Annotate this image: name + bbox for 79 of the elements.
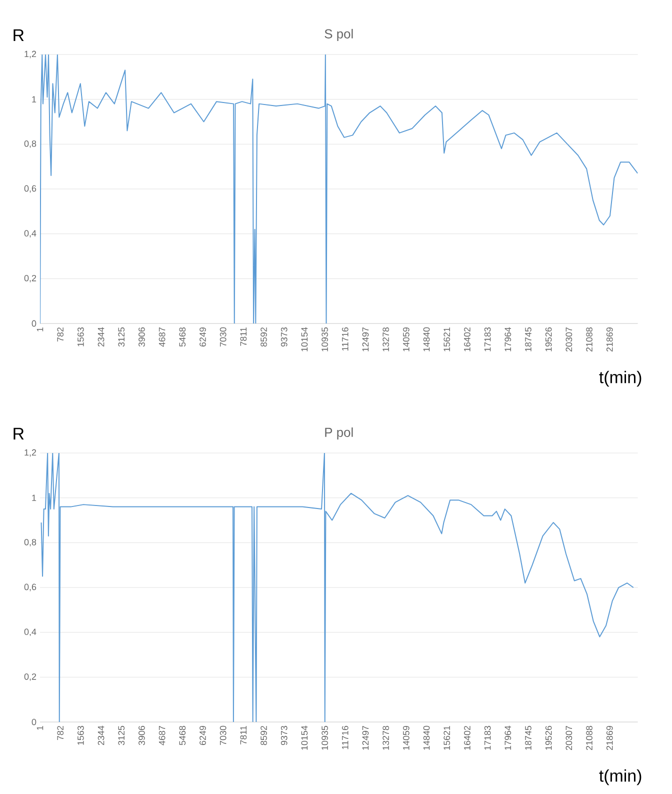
y-tick-label: 0 [32, 718, 36, 726]
x-tick-label: 16402 [464, 726, 470, 750]
x-tick-label: 3125 [118, 726, 125, 746]
x-tick-label: 8592 [260, 327, 267, 347]
y-axis-title: R [14, 428, 24, 440]
x-tick-label: 4687 [158, 726, 166, 746]
y-tick-label: 1 [32, 494, 36, 501]
x-tick-label: 9373 [280, 327, 288, 347]
x-tick-label: 10154 [301, 726, 308, 750]
y-tick-label: 1 [32, 96, 36, 102]
x-axis-title: t(min) [599, 370, 642, 387]
chart-title: S pol [324, 28, 353, 42]
x-tick-label: 782 [57, 726, 64, 740]
x-tick-label: 7030 [220, 327, 226, 347]
x-tick-label: 21088 [586, 327, 592, 352]
x-tick-label: 1 [36, 327, 44, 332]
x-tick-label: 17183 [484, 726, 491, 750]
x-tick-label: 17964 [504, 726, 512, 750]
x-tick-label: 5468 [179, 726, 186, 746]
x-tick-label: 782 [57, 327, 64, 342]
y-tick-label: 0,6 [24, 185, 36, 193]
x-tick-label: 21869 [606, 327, 613, 352]
y-tick-label: 0,8 [24, 140, 36, 148]
x-tick-label: 7030 [220, 726, 226, 746]
x-tick-label: 2344 [98, 327, 104, 347]
x-tick-label: 20307 [566, 327, 572, 352]
y-tick-label: 0,6 [24, 584, 36, 592]
x-axis-title: t(min) [599, 769, 642, 786]
x-tick-label: 1563 [78, 726, 84, 745]
x-tick-label: 1563 [78, 327, 84, 346]
x-tick-label: 15621 [444, 327, 450, 352]
y-tick-label: 1,2 [24, 50, 36, 58]
y-axis-title: R [14, 29, 24, 42]
x-tick-label: 13278 [382, 327, 390, 352]
x-tick-label: 1 [36, 726, 44, 730]
y-tick-label: 0,8 [24, 538, 36, 546]
y-tick-label: 0,2 [24, 274, 36, 282]
x-tick-label: 12497 [362, 327, 369, 352]
x-tick-label: 15621 [444, 726, 450, 750]
y-tick-label: 0,4 [24, 230, 36, 238]
x-tick-label: 8592 [260, 726, 267, 746]
y-tick-label: 0 [32, 320, 36, 327]
y-tick-label: 1,2 [24, 449, 36, 457]
x-tick-label: 19526 [545, 327, 552, 352]
x-tick-label: 5468 [179, 327, 186, 347]
x-tick-label: 2344 [98, 726, 104, 746]
x-tick-label: 21869 [606, 726, 613, 750]
x-tick-label: 18745 [525, 726, 532, 750]
x-tick-label: 19526 [545, 726, 552, 750]
x-tick-label: 4687 [158, 327, 166, 347]
line-series [40, 54, 638, 324]
x-tick-label: 14840 [423, 726, 430, 750]
x-tick-label: 20307 [566, 726, 572, 750]
y-tick-label: 0,2 [24, 673, 36, 681]
x-tick-label: 13278 [382, 726, 390, 750]
y-tick-label: 0,4 [24, 628, 36, 636]
x-tick-label: 18745 [525, 327, 532, 352]
x-tick-label: 7811 [240, 327, 247, 346]
x-tick-label: 10935 [322, 327, 328, 352]
x-tick-label: 10154 [301, 327, 308, 352]
x-tick-label: 3906 [138, 327, 145, 347]
x-tick-label: 17183 [484, 327, 491, 352]
x-tick-label: 3906 [138, 726, 145, 746]
x-tick-label: 11716 [342, 327, 348, 351]
x-tick-label: 12497 [362, 726, 369, 750]
x-tick-label: 9373 [280, 726, 288, 746]
x-tick-label: 16402 [464, 327, 470, 352]
x-tick-label: 6249 [200, 726, 206, 746]
x-tick-label: 14840 [423, 327, 430, 352]
x-tick-label: 17964 [504, 327, 512, 352]
x-tick-label: 7811 [240, 726, 247, 744]
chart-title: P pol [325, 427, 353, 440]
x-tick-label: 3125 [118, 327, 125, 347]
x-tick-label: 14059 [402, 726, 410, 750]
x-tick-label: 6249 [200, 327, 206, 347]
x-tick-label: 10935 [322, 726, 328, 750]
x-tick-label: 21088 [586, 726, 592, 750]
x-tick-label: 11716 [342, 726, 348, 750]
x-tick-label: 14059 [402, 327, 410, 352]
